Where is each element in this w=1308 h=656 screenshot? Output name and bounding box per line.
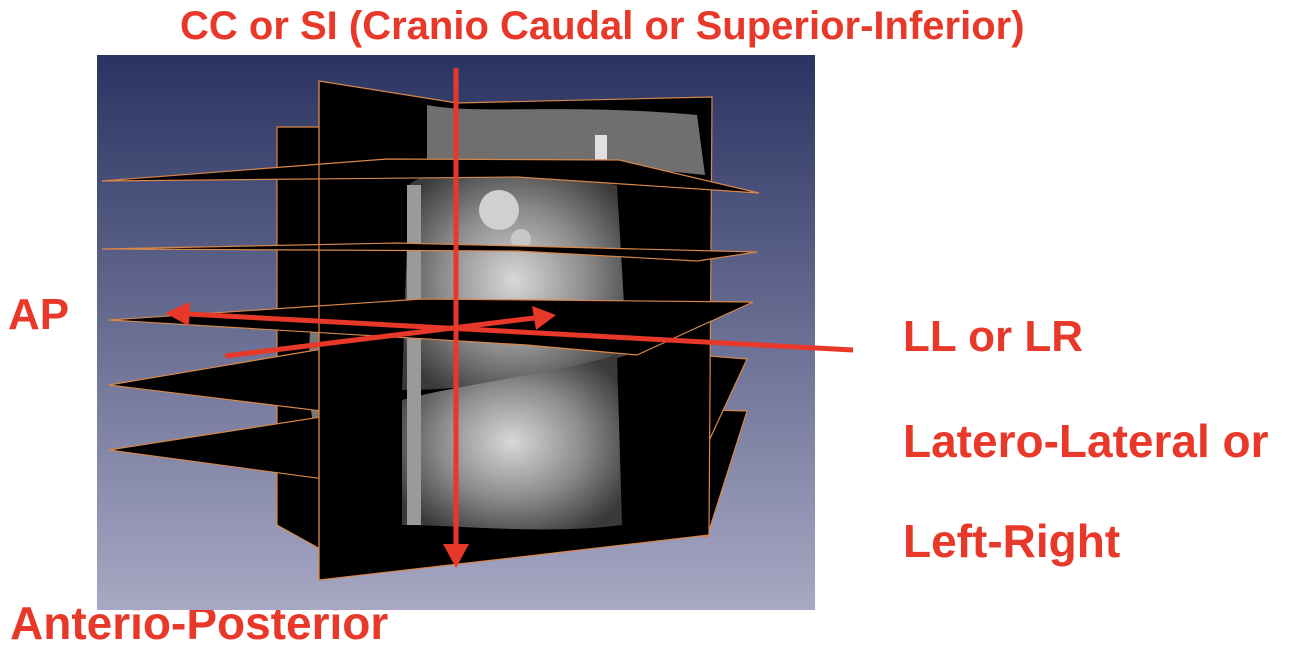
ap-axis-label: AP [8,290,70,339]
ll-axis-line [224,315,535,359]
ll-axis-label: LL or LR [903,312,1084,361]
ll-axis-full-label-line1: Latero-Lateral or [903,415,1269,467]
cc-si-axis-label: CC or SI (Cranio Caudal or Superior-Infe… [180,4,1025,48]
ll-arrowhead-icon [532,306,556,330]
ll-axis-full-label-line2: Left-Right [903,515,1121,567]
ap-axis-line [187,311,854,353]
axial-slice-2 [101,242,758,262]
cc-arrowhead-icon [443,544,469,568]
axial-slice-1 [101,158,760,194]
ap-arrowhead-icon [165,302,190,326]
